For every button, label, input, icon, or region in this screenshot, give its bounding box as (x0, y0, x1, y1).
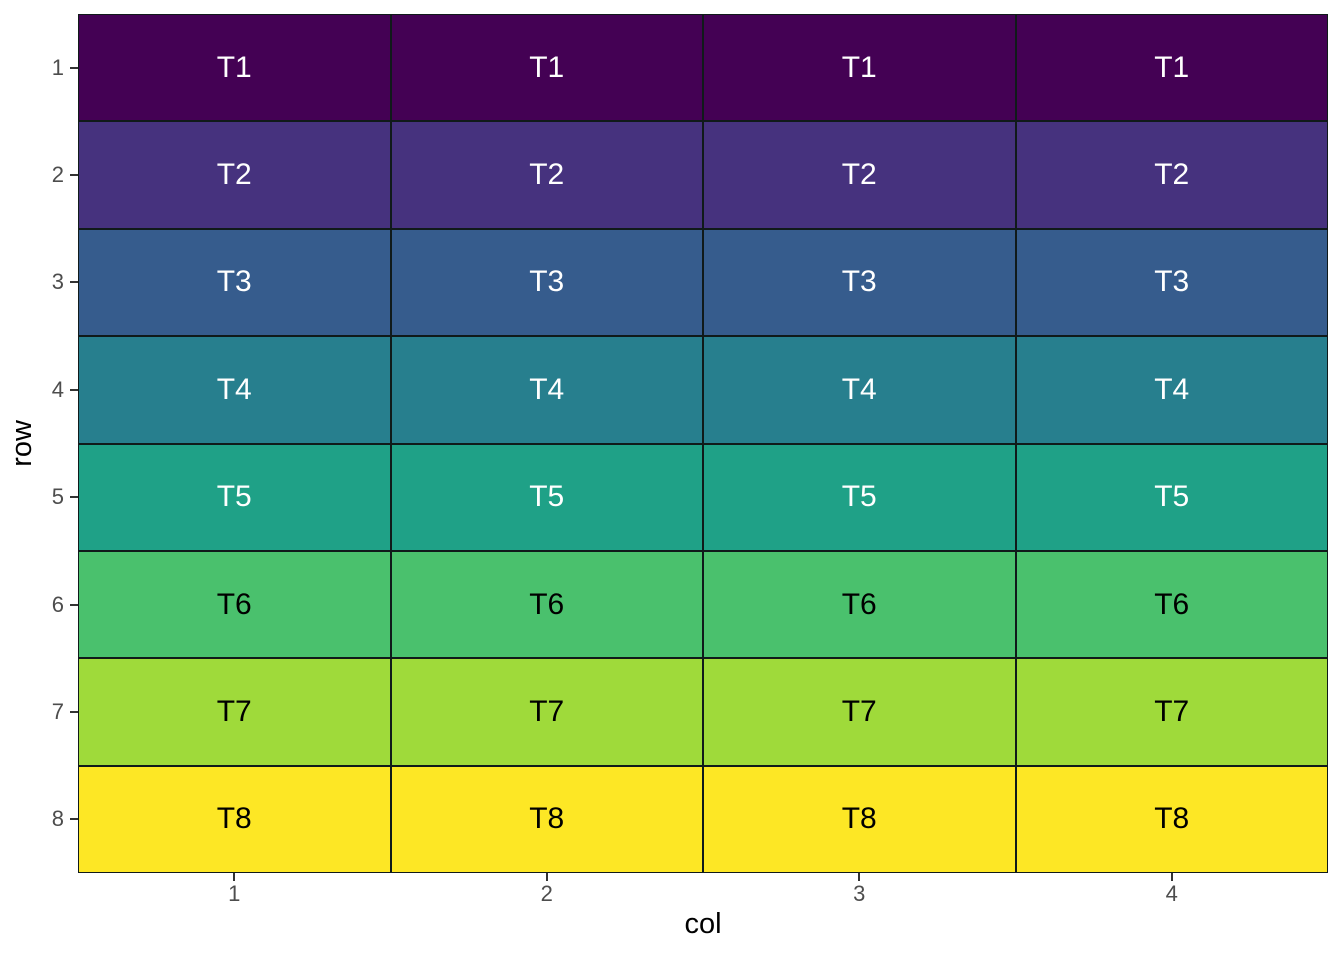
tile-r5c1: T5 (78, 443, 391, 551)
x-tick-label-2: 2 (540, 881, 553, 906)
x-tick-mark-4 (1016, 873, 1329, 881)
tile-r7c2: T7 (390, 658, 703, 766)
y-tick-label-7: 7 (51, 698, 64, 724)
tile-r2c3: T2 (703, 121, 1016, 229)
y-tick-mark-7 (70, 658, 78, 765)
tile-r1c2: T1 (390, 14, 703, 122)
tile-r3c4: T3 (1015, 228, 1328, 337)
y-tick-label-3: 3 (51, 269, 64, 295)
tile-r1c3: T1 (703, 14, 1016, 122)
y-tick-label-5: 5 (51, 484, 64, 510)
tile-r8c3: T8 (703, 765, 1016, 873)
tile-r6c1: T6 (78, 550, 391, 659)
tile-r6c2: T6 (390, 550, 703, 659)
tile-r5c4: T5 (1015, 443, 1328, 551)
tile-r1c1: T1 (78, 14, 391, 122)
y-axis-tick-marks (70, 14, 78, 873)
x-axis-tick-marks (78, 873, 1328, 881)
x-axis-tick-labels: 1 2 3 4 (78, 881, 1328, 907)
tile-r4c4: T4 (1015, 336, 1328, 444)
tile-r7c1: T7 (78, 658, 391, 766)
tile-r2c2: T2 (390, 121, 703, 229)
x-tick-label-1: 1 (228, 881, 241, 906)
y-tick-mark-1 (70, 14, 78, 121)
tile-r3c3: T3 (703, 228, 1016, 337)
tile-r7c3: T7 (703, 658, 1016, 766)
tile-r4c2: T4 (390, 336, 703, 444)
tile-r4c1: T4 (78, 336, 391, 444)
y-axis-tick-labels: 1 2 3 4 5 6 7 8 (0, 14, 64, 873)
tile-r6c4: T6 (1015, 550, 1328, 659)
tile-r6c3: T6 (703, 550, 1016, 659)
y-tick-mark-6 (70, 551, 78, 658)
tile-r4c3: T4 (703, 336, 1016, 444)
tile-r5c3: T5 (703, 443, 1016, 551)
tile-r8c4: T8 (1015, 765, 1328, 873)
y-axis-title: row (0, 14, 44, 873)
y-tick-mark-8 (70, 766, 78, 873)
x-axis-title: col (684, 908, 722, 940)
x-tick-mark-1 (78, 873, 391, 881)
y-axis-title-text: row (5, 420, 38, 467)
y-tick-label-4: 4 (51, 376, 64, 402)
plot-panel: T1 T1 T1 T1 T2 T2 T2 T2 T3 T3 T3 T3 T4 T4 T4 T4 T5 T5 T5 T5… (78, 14, 1328, 873)
y-tick-label-8: 8 (51, 806, 64, 832)
tile-r8c1: T8 (78, 765, 391, 873)
y-tick-mark-2 (70, 121, 78, 228)
y-tick-label-6: 6 (51, 591, 64, 617)
y-tick-label-2: 2 (51, 162, 64, 188)
tile-r5c2: T5 (390, 443, 703, 551)
tile-r2c4: T2 (1015, 121, 1328, 229)
tile-r1c4: T1 (1015, 14, 1328, 122)
y-tick-mark-5 (70, 444, 78, 551)
x-tick-label-4: 4 (1165, 881, 1178, 906)
x-tick-label-3: 3 (853, 881, 866, 906)
x-tick-mark-3 (703, 873, 1016, 881)
tile-r3c2: T3 (390, 228, 703, 337)
tile-r8c2: T8 (390, 765, 703, 873)
y-tick-label-1: 1 (51, 54, 64, 80)
tile-r7c4: T7 (1015, 658, 1328, 766)
tile-r3c1: T3 (78, 228, 391, 337)
y-tick-mark-4 (70, 336, 78, 443)
y-tick-mark-3 (70, 229, 78, 336)
tile-r2c1: T2 (78, 121, 391, 229)
x-tick-mark-2 (391, 873, 704, 881)
